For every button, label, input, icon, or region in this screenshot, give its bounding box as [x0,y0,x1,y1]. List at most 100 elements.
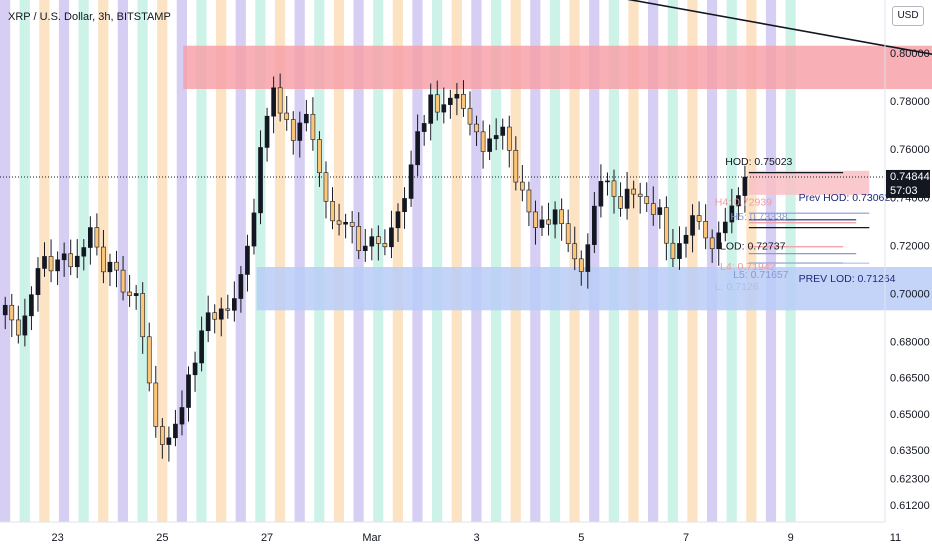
candle [467,91,473,136]
candle [677,226,682,270]
candle [251,198,257,255]
candle [88,216,93,265]
candle [173,409,178,447]
candle [565,209,571,253]
candle [369,228,375,261]
y-tick-label: 0.65000 [890,409,930,421]
candle [395,203,401,242]
candle [245,234,250,292]
y-tick-label: 0.62300 [890,474,930,486]
candle [578,250,584,286]
candle [356,212,362,260]
candle [520,165,525,202]
candle [2,296,8,330]
session-stripe [687,0,698,522]
candle [94,213,100,256]
candle [114,250,119,288]
candle [546,202,551,236]
candle [336,203,342,236]
candle [402,187,407,229]
session-stripe [294,0,305,522]
candle [500,118,506,150]
level-label: PREV LOD: 0.71264 [799,273,896,285]
candle [232,281,237,322]
session-stripe [176,0,187,522]
session-stripe [274,0,286,522]
session-stripe [432,0,443,522]
session-stripe [373,0,384,522]
candle [487,124,492,160]
session-stripe [628,0,639,522]
candle [618,182,623,217]
candle [448,89,453,119]
candle [120,255,126,301]
countdown-value: 57:03 [890,185,918,197]
candle [552,201,558,239]
last-price-box [886,169,930,198]
session-stripe [353,0,364,522]
last-price-value: 0.74844 [890,171,930,183]
level-label: HOD: 0.75023 [725,156,792,168]
candle [277,73,283,122]
candle [415,114,420,177]
candle [212,304,218,334]
session-stripe [255,0,266,522]
session-stripe [765,0,777,522]
session-stripe [589,0,600,522]
x-tick-label: Mar [362,532,381,544]
y-tick-label: 0.78000 [890,96,930,108]
candle [22,298,28,347]
candle [264,107,270,162]
support-zone[interactable] [256,267,932,311]
session-stripe [333,0,345,522]
session-stripe [530,0,541,522]
candle [539,205,545,236]
candle [330,187,335,230]
candle [205,295,211,343]
currency-button[interactable]: USD [892,6,924,26]
level-label: L: 0.7126 [715,281,759,293]
time-axis: 232527Mar3579111416 [0,521,901,544]
session-stripe [412,0,423,522]
candle [61,242,67,277]
candle [696,201,702,230]
session-stripe [196,0,207,522]
trendline [627,0,932,56]
session-stripe [746,0,757,522]
candle [284,95,290,131]
resistance-zone[interactable] [183,45,932,90]
candle [533,200,538,245]
candle [709,229,715,263]
candle [592,191,597,254]
candle [55,251,60,286]
session-stripe [19,0,30,522]
level-label: LOD: 0.72737 [720,241,786,253]
candle [664,196,669,261]
x-tick-label: 27 [261,532,273,544]
session-stripe [314,0,325,522]
session-stripe [471,0,482,522]
candle [526,181,532,227]
candle [493,118,499,151]
candle [742,165,748,213]
candle [474,115,479,147]
candle [192,351,198,392]
level-labels: HOD: 0.75023 Prev HOD: 0.73062 LOD: 0.7273… [715,156,896,293]
candle [186,366,191,422]
candle [271,76,276,134]
candle [179,390,185,436]
candle [585,233,591,289]
candle [389,210,394,259]
session-stripe [0,0,11,522]
candle [304,100,309,132]
candle [513,136,519,191]
x-tick-label: 9 [788,532,794,544]
candle [317,131,322,187]
candle [127,274,132,307]
candle [506,115,512,168]
y-tick-label: 0.68000 [890,337,930,349]
session-stripe [157,0,168,522]
hod-zone[interactable] [748,170,870,195]
candle [225,294,231,319]
